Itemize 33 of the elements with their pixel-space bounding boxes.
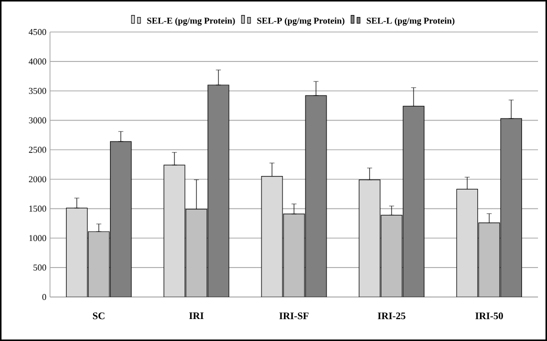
x-tick-label: IRI xyxy=(189,312,204,320)
y-tick-label: 1000 xyxy=(29,235,46,242)
y-tick-label: 2500 xyxy=(28,146,46,153)
y-tick-label: 3500 xyxy=(28,88,46,94)
y-tick-label: 2000 xyxy=(28,176,46,182)
y-tick-label: 1500 xyxy=(29,206,46,212)
x-tick-label: IRI-25 xyxy=(378,312,406,320)
bar xyxy=(500,118,522,297)
bar xyxy=(261,176,283,297)
bar xyxy=(358,180,380,297)
legend-label: SEL-L (pg/mg Protein) xyxy=(366,17,454,26)
bar xyxy=(110,142,132,297)
bar xyxy=(88,232,110,297)
bar xyxy=(186,208,208,297)
x-tick-label: IRI-SF xyxy=(279,312,308,320)
bar xyxy=(456,188,478,297)
bar xyxy=(478,222,500,297)
bar xyxy=(283,214,305,297)
legend-label: SEL-E (pg/mg Protein) xyxy=(147,17,235,26)
y-tick-label: 4500 xyxy=(28,28,46,36)
bar xyxy=(164,164,186,297)
legend-label: SEL-P (pg/mg Protein) xyxy=(257,17,344,26)
y-tick-label: 0 xyxy=(42,294,46,300)
y-tick-label: 500 xyxy=(34,264,46,271)
bar xyxy=(380,214,402,297)
bar xyxy=(305,95,327,297)
x-tick-label: SC xyxy=(92,312,104,320)
bar xyxy=(208,84,230,297)
bar xyxy=(402,106,424,297)
y-tick-label: 4000 xyxy=(28,58,46,64)
x-tick-label: IRI-50 xyxy=(475,312,503,320)
y-tick-label: 3000 xyxy=(28,117,46,124)
bar xyxy=(66,208,88,297)
